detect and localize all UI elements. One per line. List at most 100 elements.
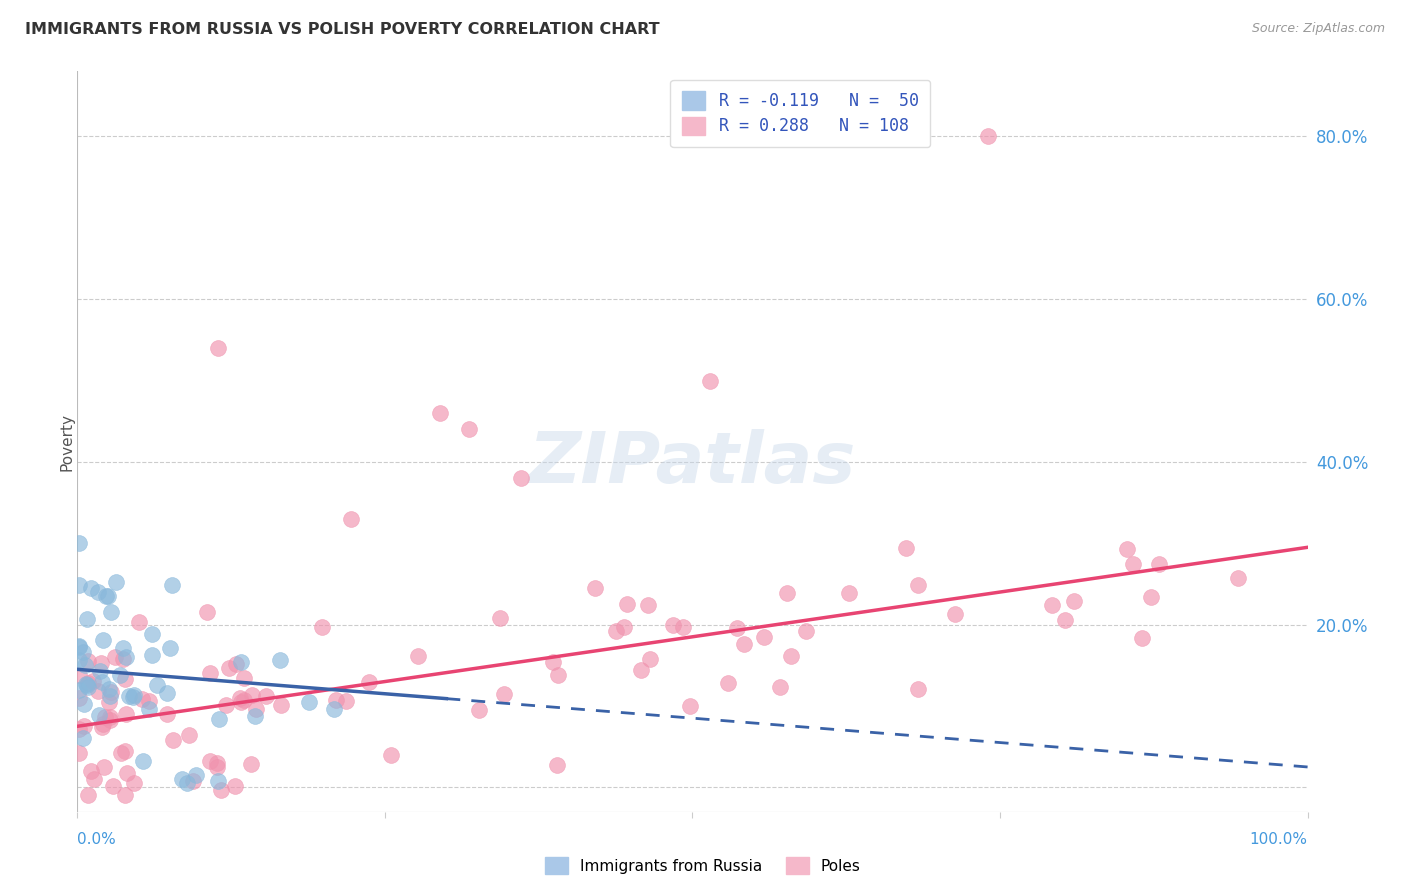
Point [128,615,150,629]
Point [245,702,267,716]
Point [780,649,803,664]
Point [141,627,163,641]
Point [205,756,228,771]
Point [725,621,748,635]
Point [699,374,721,388]
Text: 100.0%: 100.0% [1250,832,1308,847]
Point [357,674,380,689]
Point [90,657,112,671]
Point [752,630,775,644]
Point [583,581,606,595]
Point [207,341,229,355]
Point [77,676,100,690]
Point [1115,541,1137,556]
Point [380,748,402,763]
Point [768,680,790,694]
Point [69,668,91,682]
Point [77,789,100,803]
Point [138,694,160,708]
Point [541,656,564,670]
Point [86,683,108,698]
Point [325,693,347,707]
Point [122,689,145,703]
Point [122,776,145,790]
Y-axis label: Poverty: Poverty [59,412,75,471]
Point [672,620,695,634]
Legend: Immigrants from Russia, Poles: Immigrants from Russia, Poles [540,851,866,880]
Text: Source: ZipAtlas.com: Source: ZipAtlas.com [1251,22,1385,36]
Point [94,589,117,603]
Point [67,640,90,654]
Point [218,661,240,675]
Point [215,698,238,713]
Point [72,731,94,745]
Point [662,617,685,632]
Point [112,640,135,655]
Point [98,710,121,724]
Point [100,685,122,699]
Point [224,779,246,793]
Point [184,768,207,782]
Point [207,773,229,788]
Point [233,671,256,685]
Point [270,698,292,712]
Point [1139,591,1161,605]
Point [76,677,98,691]
Point [335,693,357,707]
Text: 0.0%: 0.0% [77,832,117,847]
Point [76,680,98,694]
Point [100,689,122,703]
Point [907,577,929,591]
Point [141,648,163,662]
Point [406,649,429,664]
Point [67,691,90,706]
Point [943,607,966,621]
Point [97,695,120,709]
Point [170,772,193,787]
Point [67,746,90,760]
Point [101,779,124,793]
Point [160,578,183,592]
Point [112,652,135,666]
Point [243,708,266,723]
Point [458,422,481,436]
Point [229,655,252,669]
Point [838,586,860,600]
Point [67,578,90,592]
Point [114,672,136,686]
Legend: R = -0.119   N =  50, R = 0.288   N = 108: R = -0.119 N = 50, R = 0.288 N = 108 [671,79,931,147]
Point [89,665,111,679]
Point [340,511,363,525]
Point [240,689,263,703]
Point [159,641,181,656]
Point [198,754,221,768]
Point [613,620,636,634]
Point [177,728,200,742]
Point [87,585,110,599]
Point [80,764,103,778]
Point [115,706,138,721]
Point [132,754,155,768]
Point [638,652,661,666]
Point [298,695,321,709]
Point [114,743,136,757]
Point [225,657,247,671]
Point [72,645,94,659]
Point [146,678,169,692]
Point [492,687,515,701]
Point [117,766,139,780]
Point [489,611,512,625]
Point [1226,571,1249,585]
Point [679,698,702,713]
Point [89,708,111,723]
Point [616,598,638,612]
Point [254,689,277,703]
Point [100,605,122,619]
Text: IMMIGRANTS FROM RUSSIA VS POLISH POVERTY CORRELATION CHART: IMMIGRANTS FROM RUSSIA VS POLISH POVERTY… [25,22,659,37]
Point [91,717,114,731]
Point [110,746,132,760]
Point [209,783,232,797]
Text: ZIPatlas: ZIPatlas [529,429,856,499]
Point [162,732,184,747]
Point [82,674,104,689]
